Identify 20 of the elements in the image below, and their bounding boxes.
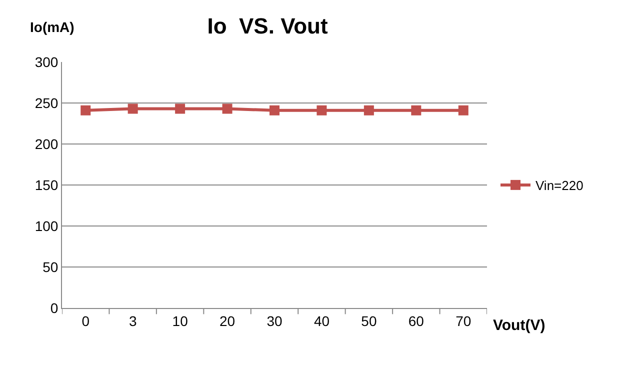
x-tick-label: 10 [172,312,188,329]
y-tick-label: 150 [34,176,58,193]
x-tick-label: 60 [408,312,424,329]
y-tick-label: 250 [34,94,58,111]
x-tick-label: 70 [456,312,472,329]
x-tick-label: 30 [266,312,282,329]
x-tick-label: 0 [82,312,90,329]
y-tick-label: 50 [42,258,58,275]
x-axis-title: Vout(V) [493,317,546,334]
y-tick-label: 0 [50,300,58,316]
legend-label: Vin=220 [536,178,584,194]
y-tick-label: 300 [34,54,58,70]
y-tick-label: 200 [34,136,58,152]
x-tick-label: 3 [128,312,137,329]
y-tick-label: 100 [34,218,58,234]
chart-title: Io VS. Vout [207,13,329,38]
x-tick-label: 40 [314,312,330,329]
x-tick-label: 50 [361,312,377,329]
y-axis-title: Io(mA) [30,19,74,35]
x-tick-label: 20 [219,312,236,329]
